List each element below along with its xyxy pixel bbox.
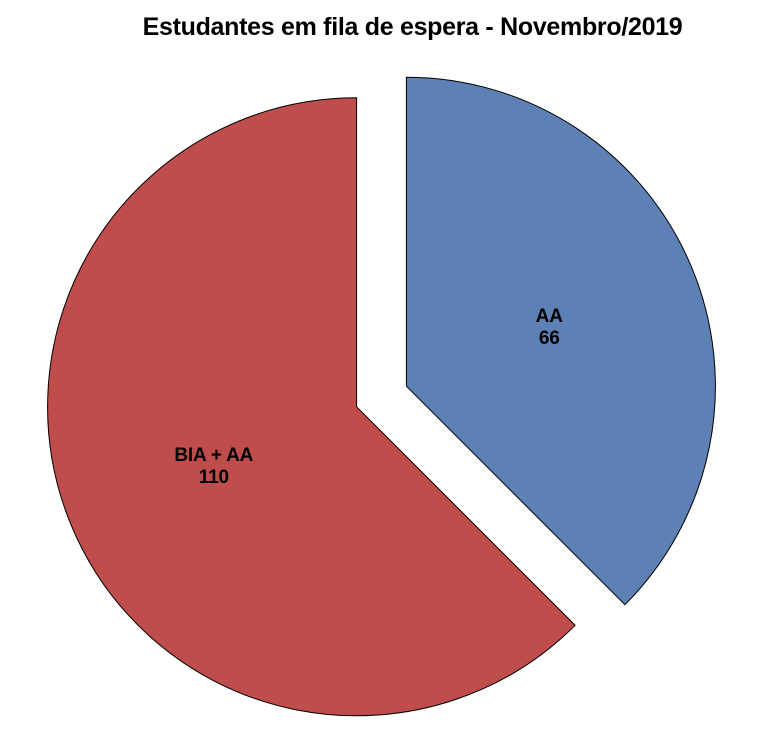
pie-slice-value-text: 66 xyxy=(539,328,560,349)
pie-slice-bia-aa xyxy=(47,97,576,717)
pie-slice-label-bia-aa: BIA + AA 110 xyxy=(174,445,253,488)
pie-slice-category-text: AA xyxy=(536,306,564,327)
pie-slice-category-text: BIA + AA xyxy=(174,445,253,466)
pie-slice-label-aa: AA 66 xyxy=(536,306,564,349)
pie-slice-value-text: 110 xyxy=(199,467,229,488)
pie-slice-aa xyxy=(405,76,716,606)
chart-title: Estudantes em fila de espera - Novembro/… xyxy=(142,13,683,41)
